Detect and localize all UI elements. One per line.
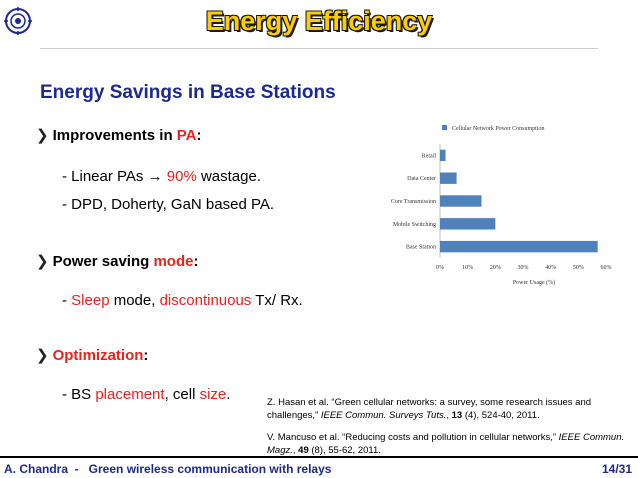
highlight-90-percent: 90%: [166, 168, 197, 185]
reference-1: Z. Hasan et al. “Green cellular networks…: [267, 397, 592, 421]
category-label: Data Center: [407, 176, 436, 182]
bullet-mark-icon: ❯: [36, 127, 49, 144]
bullet-line-dpd: - DPD, Doherty, GaN based PA.: [62, 196, 275, 213]
bullet-mark-icon: ❯: [36, 347, 49, 364]
bullet-mark-icon: ❯: [36, 253, 49, 270]
slide-subtitle: Energy Savings in Base Stations: [40, 82, 336, 103]
footer-page-number: 14/31: [601, 462, 632, 476]
bullet-optimization: ❯ Optimization:: [36, 347, 149, 364]
x-tick-label: 50%: [573, 265, 584, 271]
chart-title: Cellular Network Power Consumption: [452, 126, 545, 132]
category-label: Mobile Switching: [393, 222, 436, 228]
x-axis-label: Power Usage (%): [513, 279, 555, 286]
highlight-sleep: Sleep: [71, 292, 110, 309]
footer-author: A. Chandra - Green wireless communicatio…: [4, 462, 332, 476]
bar: [440, 172, 457, 184]
institute-logo: [4, 6, 32, 36]
power-consumption-chart-svg: Cellular Network Power Consumption Retai…: [391, 125, 612, 286]
category-label: Base Station: [406, 245, 436, 251]
highlight-size: size: [199, 386, 227, 403]
bar: [440, 218, 496, 230]
category-label: Core Transmission: [391, 199, 436, 205]
x-tick-label: 30%: [518, 265, 529, 271]
chart-plot-area: Retail Data Center Core Transmission Mobile…: [391, 144, 612, 271]
bullet-power-saving: ❯ Power saving mode:: [36, 253, 199, 270]
bullet-line-bs-placement: - BS placement, cell size.: [62, 386, 231, 403]
slide-title: Energy Efficiency: [205, 6, 433, 36]
bullet-line-linear-pa: - Linear PAs → 90% wastage.: [62, 168, 262, 185]
category-label: Retail: [422, 153, 437, 159]
bar: [440, 149, 446, 162]
x-tick-label: 0%: [436, 265, 444, 271]
x-tick-label: 60%: [601, 265, 612, 271]
highlight-mode: mode: [153, 253, 194, 270]
highlight-placement: placement: [95, 386, 165, 403]
highlight-pa: PA: [176, 127, 197, 144]
reference-2: V. Mancuso et al. “Reducing costs and po…: [267, 432, 625, 456]
power-consumption-chart: Cellular Network Power Consumption Retai…: [370, 118, 636, 290]
footer-divider: [0, 456, 638, 458]
title-divider: [40, 48, 598, 49]
bullet-line-sleep-mode: - Sleep mode, discontinuous Tx/ Rx.: [62, 292, 303, 309]
highlight-discontinuous: discontinuous: [159, 292, 252, 309]
bullet-pa-improvements: ❯ Improvements in PA:: [36, 127, 202, 144]
references: Z. Hasan et al. “Green cellular networks…: [267, 396, 633, 466]
bar: [440, 195, 482, 207]
x-tick-label: 20%: [490, 265, 501, 271]
highlight-optimization: Optimization: [52, 347, 144, 364]
bar: [440, 240, 598, 253]
legend-swatch: [442, 125, 447, 130]
x-tick-label: 40%: [545, 265, 556, 271]
x-tick-label: 10%: [462, 265, 473, 271]
